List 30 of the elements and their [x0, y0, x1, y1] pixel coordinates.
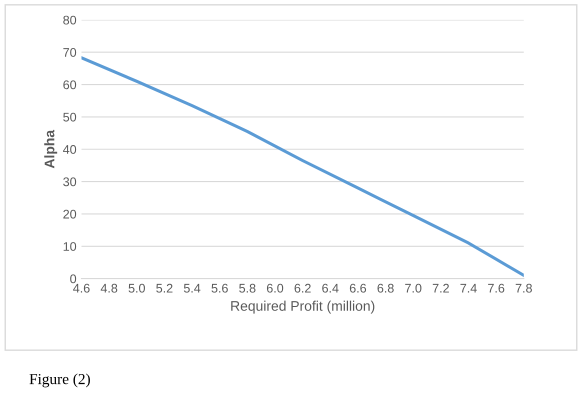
x-tick-label: 4.8	[100, 284, 118, 293]
x-tick-label: 7.8	[516, 284, 532, 293]
x-tick-label: 5.6	[212, 284, 228, 293]
x-tick-label: 5.0	[128, 284, 145, 293]
y-axis-title: Alpha	[44, 130, 58, 168]
y-tick-label: 70	[63, 48, 76, 57]
x-tick-label: 7.4	[460, 284, 477, 293]
y-tick-label: 20	[63, 210, 76, 219]
line-series	[81, 56, 524, 277]
x-tick-label: 4.6	[73, 284, 90, 293]
x-tick-label: 6.8	[378, 284, 394, 293]
x-tick-label: 6.2	[294, 284, 311, 293]
x-tick-label: 6.4	[322, 284, 339, 293]
x-tick-label: 5.8	[239, 284, 256, 293]
x-tick-label: 5.4	[184, 284, 200, 293]
x-tick-label: 6.0	[266, 284, 284, 293]
x-axis-title: Required Profit (million)	[231, 300, 374, 314]
y-tick-label: 40	[63, 145, 76, 154]
x-tick-label: 7.0	[405, 284, 422, 293]
x-tick-label: 6.6	[350, 284, 366, 293]
y-tick-label: 0	[70, 274, 76, 284]
text: Figure (2)	[30, 373, 90, 388]
x-tick-label: 7.6	[488, 284, 504, 293]
x-tick-label: 5.2	[156, 284, 172, 293]
y-tick-label: 80	[63, 16, 76, 25]
x-tick-label: 7.2	[432, 284, 449, 293]
y-tick-label: 10	[64, 242, 76, 251]
y-tick-label: 50	[63, 112, 76, 122]
y-tick-label: 60	[63, 80, 76, 90]
y-tick-label: 30	[63, 177, 76, 186]
